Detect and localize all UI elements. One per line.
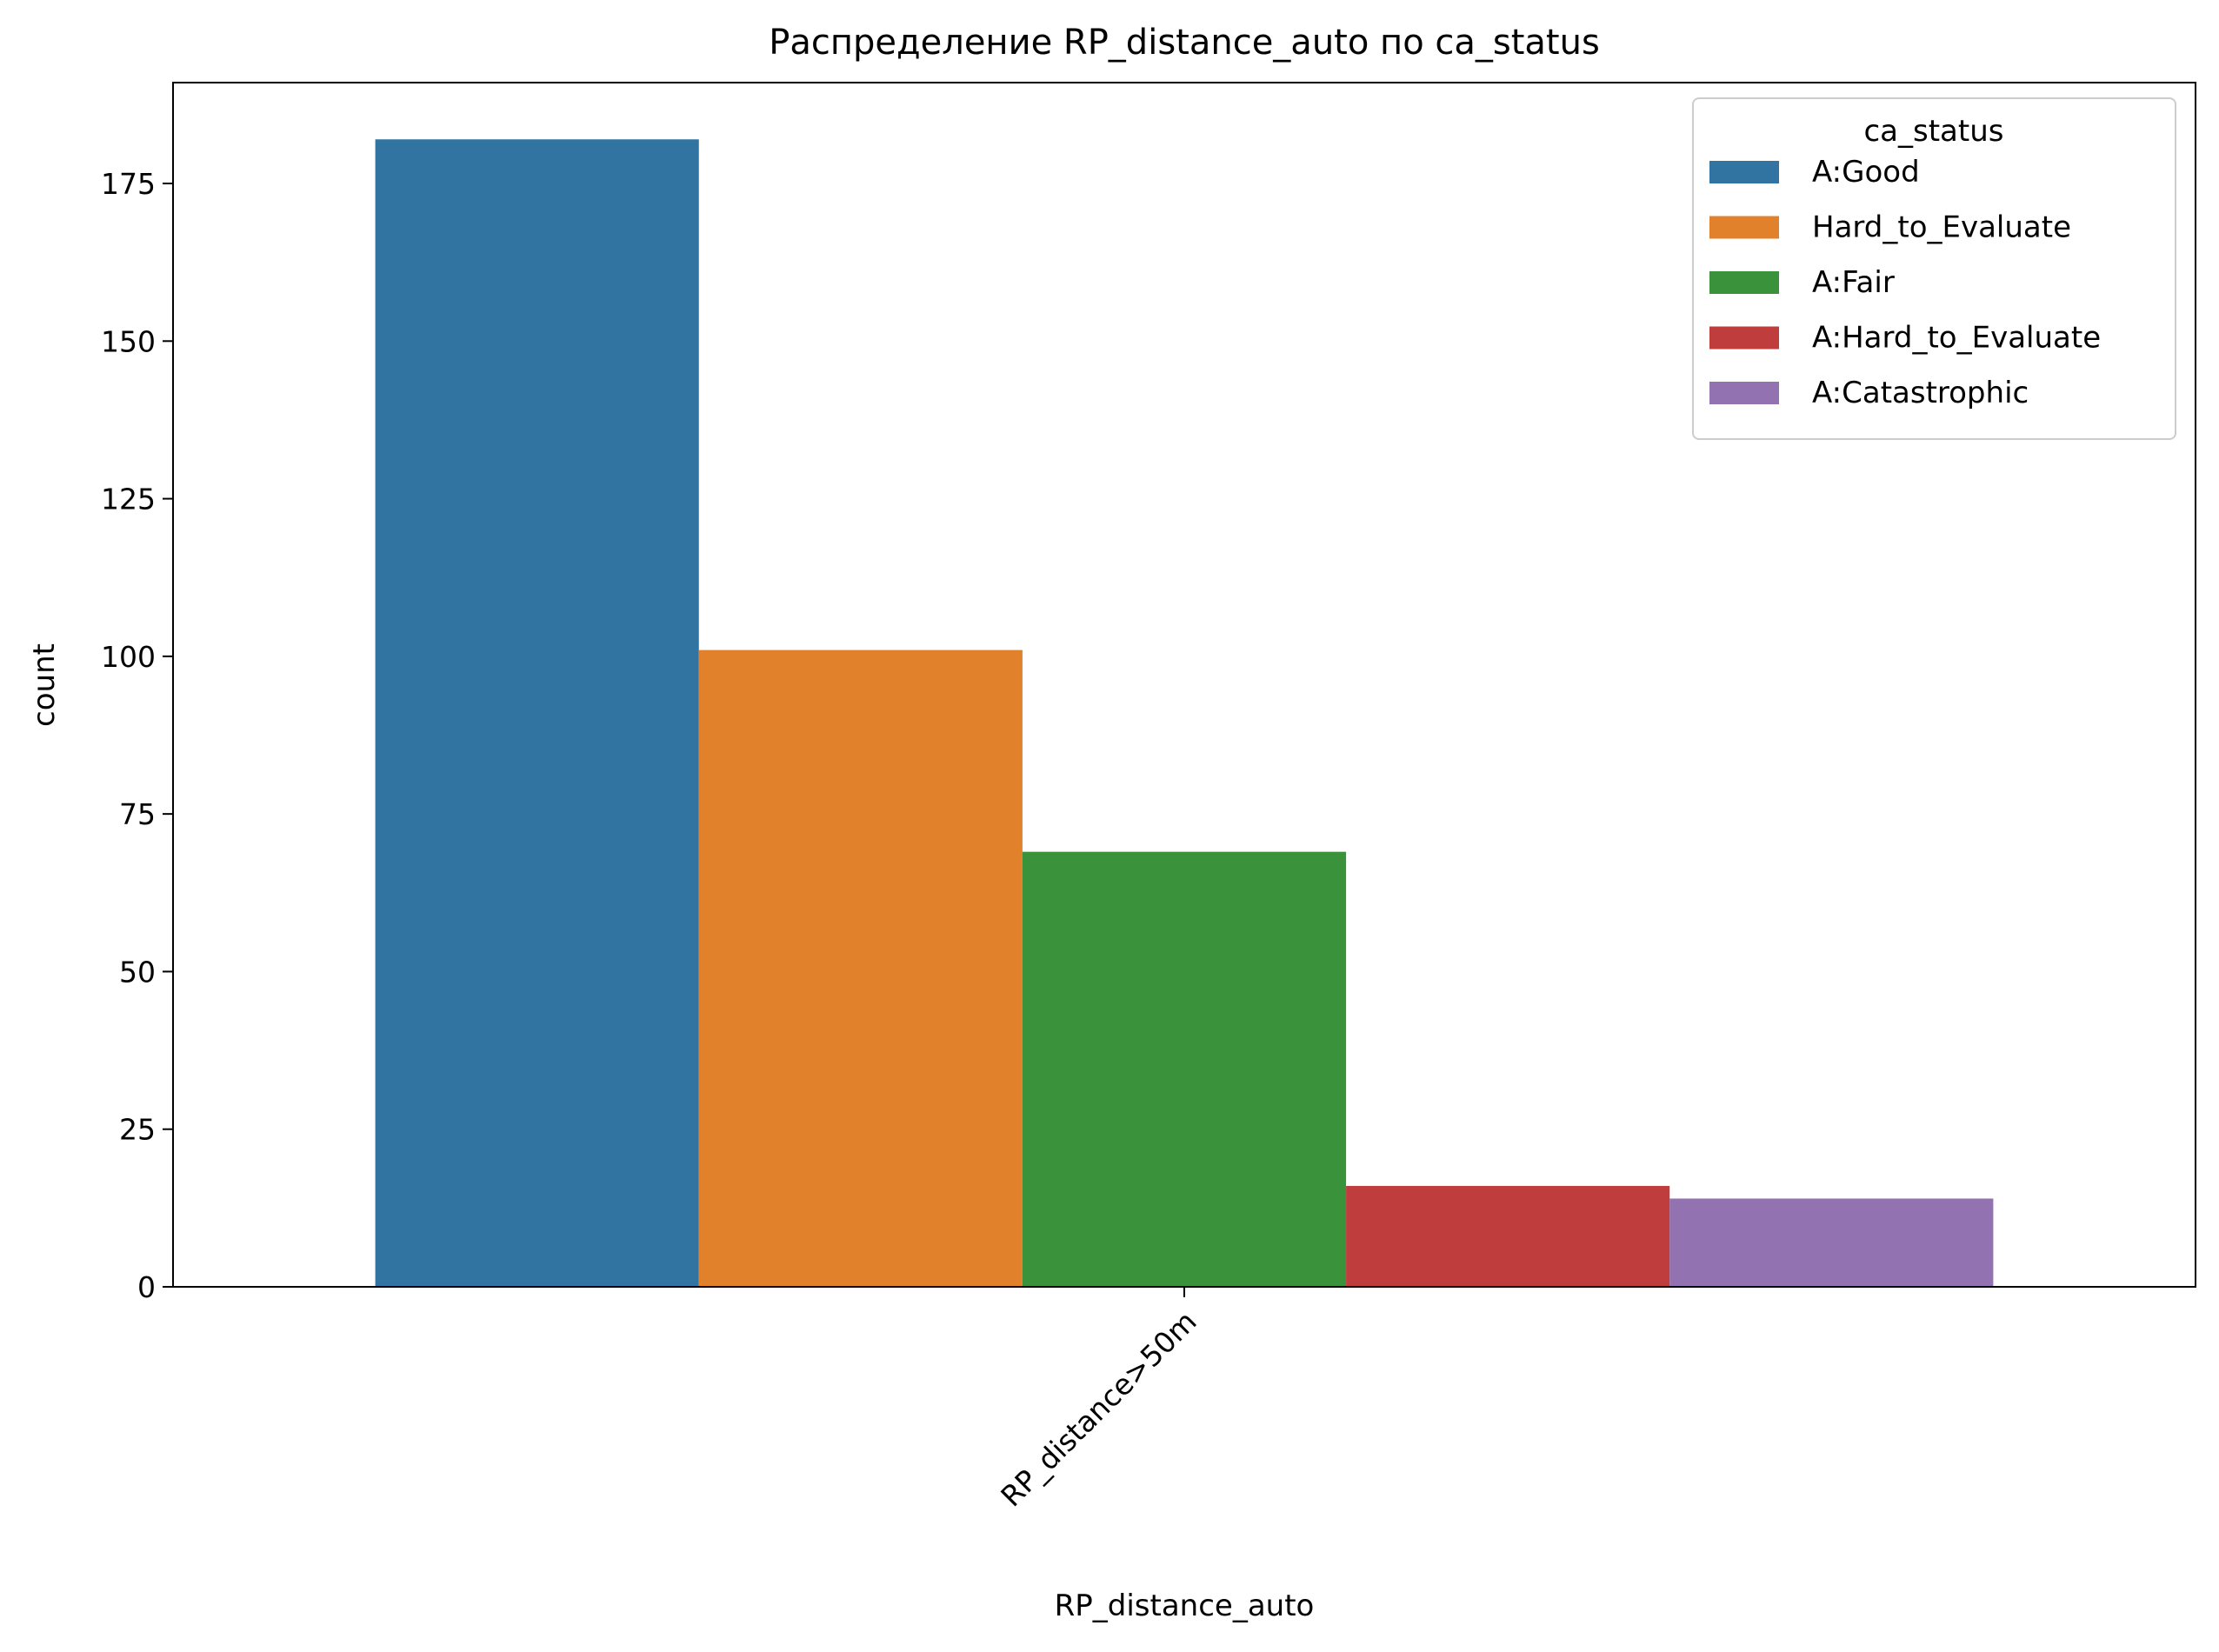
- bars-group: [375, 139, 1994, 1287]
- legend-frame: [1692, 97, 2176, 440]
- legend-swatch: [1709, 216, 1779, 239]
- legend-swatch: [1709, 326, 1779, 350]
- bar: [1669, 1198, 1994, 1287]
- legend-swatch: [1709, 271, 1779, 294]
- bar: [698, 649, 1023, 1287]
- bar: [375, 139, 699, 1287]
- y-tick-label: 75: [119, 797, 156, 831]
- legend-swatch: [1709, 161, 1779, 183]
- bar: [1022, 851, 1347, 1287]
- y-tick-label: 150: [101, 324, 156, 358]
- y-tick-label: 50: [119, 955, 156, 989]
- legend: ca_status A:GoodHard_to_EvaluateA:FairA:…: [1692, 97, 2176, 440]
- legend-entry-label: A:Fair: [1812, 265, 1895, 300]
- plot-frame: [172, 82, 2196, 1288]
- y-tick-label: 0: [137, 1270, 156, 1304]
- y-tick-label: 25: [119, 1113, 156, 1147]
- y-tick-label: 175: [101, 167, 156, 201]
- chart-title: Распределение RP_distance_auto по ca_sta…: [769, 23, 1600, 63]
- legend-entry-label: A:Catastrophic: [1812, 376, 2029, 410]
- legend-title: ca_status: [1863, 114, 2003, 149]
- y-axis-label: count: [27, 643, 62, 727]
- y-axis-ticks: 0 25 50 75 100 125 150 175: [101, 167, 173, 1304]
- y-tick-label: 125: [101, 483, 156, 516]
- legend-entry-label: Hard_to_Evaluate: [1812, 210, 2071, 245]
- legend-items: A:Good Hard_to_Evaluate A:Fair A:Hard_to_Ev…: [1709, 155, 2101, 410]
- legend-entry-label: A:Good: [1812, 155, 1920, 190]
- bar: [1346, 1185, 1670, 1287]
- x-axis-label: RP_distance_auto: [1055, 1589, 1315, 1623]
- legend-entry-label: A:Hard_to_Evaluate: [1812, 321, 2101, 356]
- y-tick-label: 100: [101, 640, 156, 674]
- legend-swatch: [1709, 382, 1779, 404]
